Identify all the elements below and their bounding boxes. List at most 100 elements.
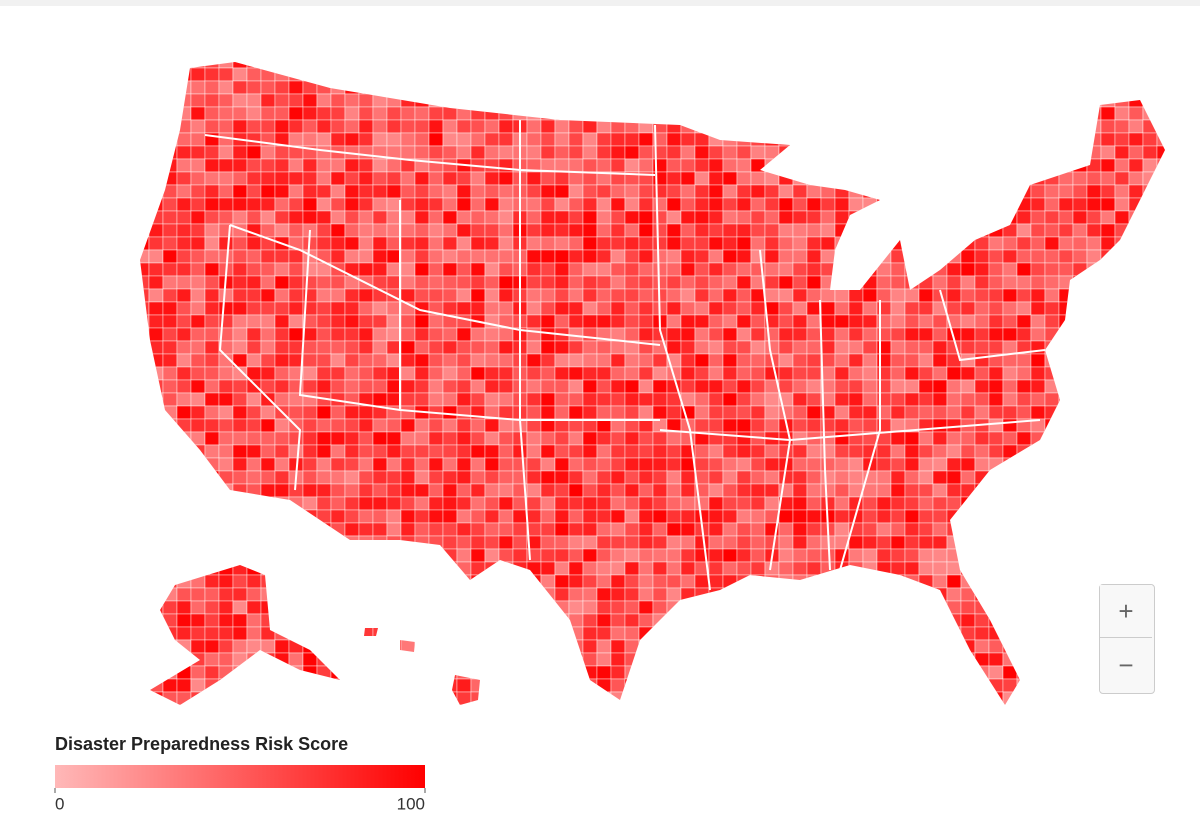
county	[694, 119, 710, 134]
county	[946, 158, 962, 173]
county	[750, 132, 766, 147]
county	[820, 613, 836, 628]
county	[1058, 301, 1074, 316]
county	[442, 483, 458, 498]
county	[372, 483, 388, 498]
county	[652, 587, 668, 602]
county	[974, 483, 990, 498]
county	[932, 262, 948, 277]
county	[848, 158, 864, 173]
county	[232, 457, 248, 472]
zoom-in-button[interactable]: +	[1100, 585, 1152, 638]
county	[624, 80, 640, 95]
county	[1058, 132, 1074, 147]
county	[330, 171, 346, 186]
county	[484, 509, 500, 524]
county	[1058, 691, 1074, 705]
county	[596, 704, 612, 705]
county	[218, 509, 234, 524]
county	[260, 184, 276, 199]
county	[638, 93, 654, 108]
county	[218, 145, 234, 160]
county	[862, 67, 878, 82]
county	[148, 392, 164, 407]
county	[400, 106, 416, 121]
county	[358, 249, 374, 264]
county	[1156, 470, 1165, 485]
county	[386, 418, 402, 433]
county	[302, 366, 318, 381]
county	[862, 210, 878, 225]
county	[974, 340, 990, 355]
county	[708, 314, 724, 329]
county	[554, 171, 570, 186]
county	[1142, 314, 1158, 329]
county	[204, 158, 220, 173]
county	[722, 67, 738, 82]
county	[932, 548, 948, 563]
county	[1058, 704, 1074, 705]
county	[526, 301, 542, 316]
county	[750, 561, 766, 576]
county	[232, 379, 248, 394]
county	[1114, 67, 1130, 82]
county	[316, 587, 332, 602]
county	[708, 704, 724, 705]
county	[862, 418, 878, 433]
county	[1156, 327, 1165, 342]
county	[960, 561, 976, 576]
county	[358, 119, 374, 134]
county	[260, 496, 276, 511]
county	[428, 262, 444, 277]
county	[876, 548, 892, 563]
county	[1002, 236, 1018, 251]
county	[806, 93, 822, 108]
county	[274, 574, 290, 589]
county	[288, 223, 304, 238]
county	[470, 431, 486, 446]
county	[792, 548, 808, 563]
county	[204, 275, 220, 290]
county	[442, 197, 458, 212]
county	[792, 600, 808, 615]
county	[1072, 613, 1088, 628]
county	[652, 613, 668, 628]
county	[722, 639, 738, 654]
county	[386, 262, 402, 277]
zoom-out-button[interactable]: −	[1100, 639, 1152, 691]
county	[274, 470, 290, 485]
county	[652, 80, 668, 95]
county	[358, 548, 374, 563]
county	[190, 62, 206, 69]
county	[568, 262, 584, 277]
county	[414, 496, 430, 511]
county	[316, 405, 332, 420]
county	[1156, 574, 1165, 589]
county	[302, 522, 318, 537]
county	[904, 132, 920, 147]
county	[582, 327, 598, 342]
county	[1072, 366, 1088, 381]
county	[372, 158, 388, 173]
county	[778, 340, 794, 355]
county	[1002, 561, 1018, 576]
county	[638, 314, 654, 329]
county	[652, 639, 668, 654]
county	[582, 535, 598, 550]
county	[792, 639, 808, 654]
county	[302, 171, 318, 186]
county	[568, 210, 584, 225]
county	[274, 80, 290, 95]
county	[610, 93, 626, 108]
county	[988, 106, 1004, 121]
county	[540, 431, 556, 446]
county	[148, 119, 164, 134]
county	[456, 210, 472, 225]
county	[498, 197, 514, 212]
county	[302, 405, 318, 420]
county	[750, 418, 766, 433]
county	[456, 444, 472, 459]
county	[288, 301, 304, 316]
county	[918, 171, 934, 186]
county	[750, 236, 766, 251]
